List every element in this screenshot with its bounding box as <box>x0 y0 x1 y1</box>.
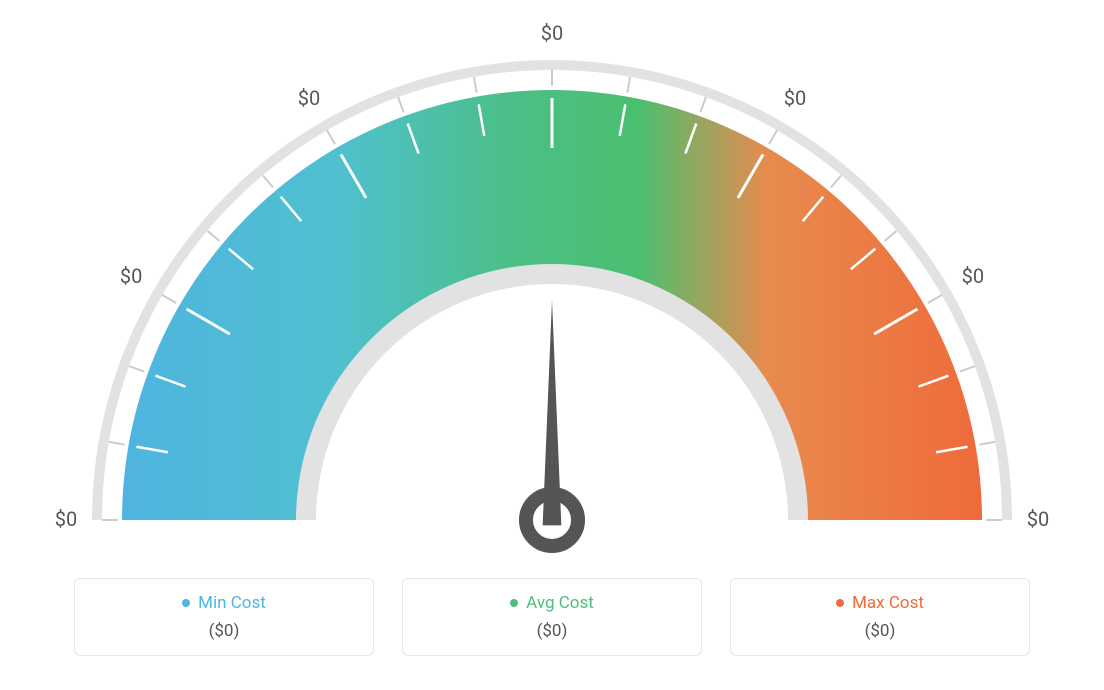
legend-min-label: Min Cost <box>198 593 266 613</box>
legend-max-label: Max Cost <box>852 593 924 613</box>
legend-avg: Avg Cost ($0) <box>402 578 702 656</box>
legend-avg-title: Avg Cost <box>423 593 681 613</box>
legend-min-value: ($0) <box>95 621 353 641</box>
chart-container: $0 $0 $0 $0 $0 $0 $0 Min Cost ($0) Avg Cost ($… <box>0 0 1104 690</box>
svg-text:$0: $0 <box>298 86 320 110</box>
svg-text:$0: $0 <box>962 264 984 288</box>
gauge-area: $0 $0 $0 $0 $0 $0 $0 <box>40 20 1064 570</box>
legend-avg-value: ($0) <box>423 621 681 641</box>
legend-min-title: Min Cost <box>95 593 353 613</box>
svg-text:$0: $0 <box>784 86 806 110</box>
svg-text:$0: $0 <box>541 21 563 45</box>
dot-icon <box>510 599 518 607</box>
gauge-svg: $0 $0 $0 $0 $0 $0 $0 <box>40 20 1064 580</box>
legend-max: Max Cost ($0) <box>730 578 1030 656</box>
legend-row: Min Cost ($0) Avg Cost ($0) Max Cost ($0… <box>40 578 1064 656</box>
dot-icon <box>182 599 190 607</box>
svg-text:$0: $0 <box>1027 507 1049 531</box>
legend-avg-label: Avg Cost <box>526 593 594 613</box>
svg-text:$0: $0 <box>55 507 77 531</box>
legend-max-value: ($0) <box>751 621 1009 641</box>
legend-max-title: Max Cost <box>751 593 1009 613</box>
dot-icon <box>836 599 844 607</box>
legend-min: Min Cost ($0) <box>74 578 374 656</box>
svg-text:$0: $0 <box>120 264 142 288</box>
